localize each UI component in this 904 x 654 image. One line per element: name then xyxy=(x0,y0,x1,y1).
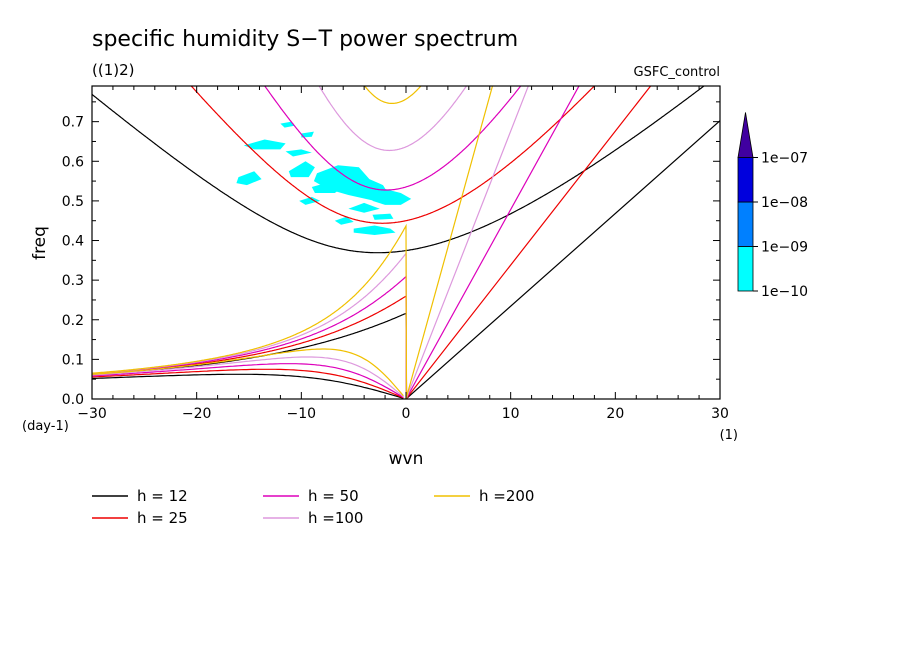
shaded-region xyxy=(243,139,286,150)
series-line xyxy=(92,373,404,399)
colorbar-segment xyxy=(737,157,754,203)
shaded-region xyxy=(353,225,396,235)
x-tick-label: 20 xyxy=(606,406,624,422)
shaded-region xyxy=(334,216,354,225)
chart-title: specific humidity S−T power spectrum xyxy=(92,27,518,52)
x-tick-label: −30 xyxy=(77,406,107,422)
colorbar-label: 1e−07 xyxy=(761,151,808,167)
x-unit-label: (1) xyxy=(720,428,738,443)
y-tick-label: 0.6 xyxy=(62,154,84,170)
y-tick-label: 0.0 xyxy=(62,392,84,408)
y-tick-label: 0.1 xyxy=(62,352,84,368)
legend-label: h = 50 xyxy=(308,487,359,505)
colorbar-label: 1e−08 xyxy=(761,195,808,211)
legend-label: h = 25 xyxy=(137,509,188,527)
y-tick-label: 0.5 xyxy=(62,194,84,210)
dispersion-curves xyxy=(92,86,720,399)
shaded-region xyxy=(280,121,296,128)
y-tick-label: 0.3 xyxy=(62,273,84,289)
series-line xyxy=(405,86,494,399)
x-tick-label: 30 xyxy=(711,406,729,422)
shaded-region xyxy=(348,202,380,213)
shaded-region xyxy=(285,149,312,157)
shaded-region xyxy=(299,196,321,205)
x-tick-label: −20 xyxy=(182,406,212,422)
colorbar-segment xyxy=(737,201,754,247)
legend-label: h = 12 xyxy=(137,487,188,505)
series-line xyxy=(318,86,468,152)
chart-subtitle: ((1)2) xyxy=(92,61,135,79)
y-tick-label: 0.7 xyxy=(62,115,84,131)
shaded-region xyxy=(313,165,391,201)
legend-item: h = 50 xyxy=(263,487,359,505)
y-axis-label: freq xyxy=(30,226,50,260)
series-line xyxy=(92,223,408,399)
shaded-region xyxy=(372,189,412,205)
series-line xyxy=(405,86,529,399)
legend-item: h = 12 xyxy=(92,487,188,505)
legend-item: h =200 xyxy=(434,487,534,505)
series-line xyxy=(405,86,580,399)
colorbar-label: 1e−10 xyxy=(761,284,808,300)
series-line xyxy=(405,120,720,399)
series-line xyxy=(92,363,404,398)
y-tick-label: 0.2 xyxy=(62,313,84,329)
legend-item: h =100 xyxy=(263,509,363,527)
legend-item: h = 25 xyxy=(92,509,188,527)
series-curves xyxy=(92,86,494,399)
legend-label: h =100 xyxy=(308,509,363,527)
shaded-region xyxy=(301,131,314,138)
series-line xyxy=(405,86,652,399)
x-tick-label: 0 xyxy=(402,406,411,422)
legend-label: h =200 xyxy=(479,487,534,505)
spectrum-shading xyxy=(236,121,412,235)
x-tick-label: −10 xyxy=(287,406,317,422)
shaded-region xyxy=(236,171,262,186)
series-line xyxy=(264,86,522,191)
shaded-region xyxy=(288,161,315,178)
x-tick-label: 10 xyxy=(502,406,520,422)
run-label: GSFC_control xyxy=(634,65,720,80)
colorbar-extension xyxy=(737,112,754,158)
y-unit-label: (day-1) xyxy=(22,419,69,434)
shaded-region xyxy=(372,213,394,220)
series-line xyxy=(363,86,422,104)
series-line xyxy=(92,356,404,398)
series-line xyxy=(92,368,404,399)
x-axis-label: wvn xyxy=(389,449,424,469)
axis-ticks: −30 −20 −10 0 10 20 30 0.0 0.1 0.2 0.3 0.4 0.5 0.6 0.7 xyxy=(62,86,729,422)
series-line xyxy=(92,348,404,397)
colorbar: 1e−10 1e−09 1e−08 1e−07 xyxy=(737,112,808,300)
colorbar-segment xyxy=(737,246,754,292)
y-tick-label: 0.4 xyxy=(62,234,84,250)
colorbar-label: 1e−09 xyxy=(761,240,808,256)
legend: h = 12 h = 25 h = 50 h =100 h =200 xyxy=(92,487,534,527)
